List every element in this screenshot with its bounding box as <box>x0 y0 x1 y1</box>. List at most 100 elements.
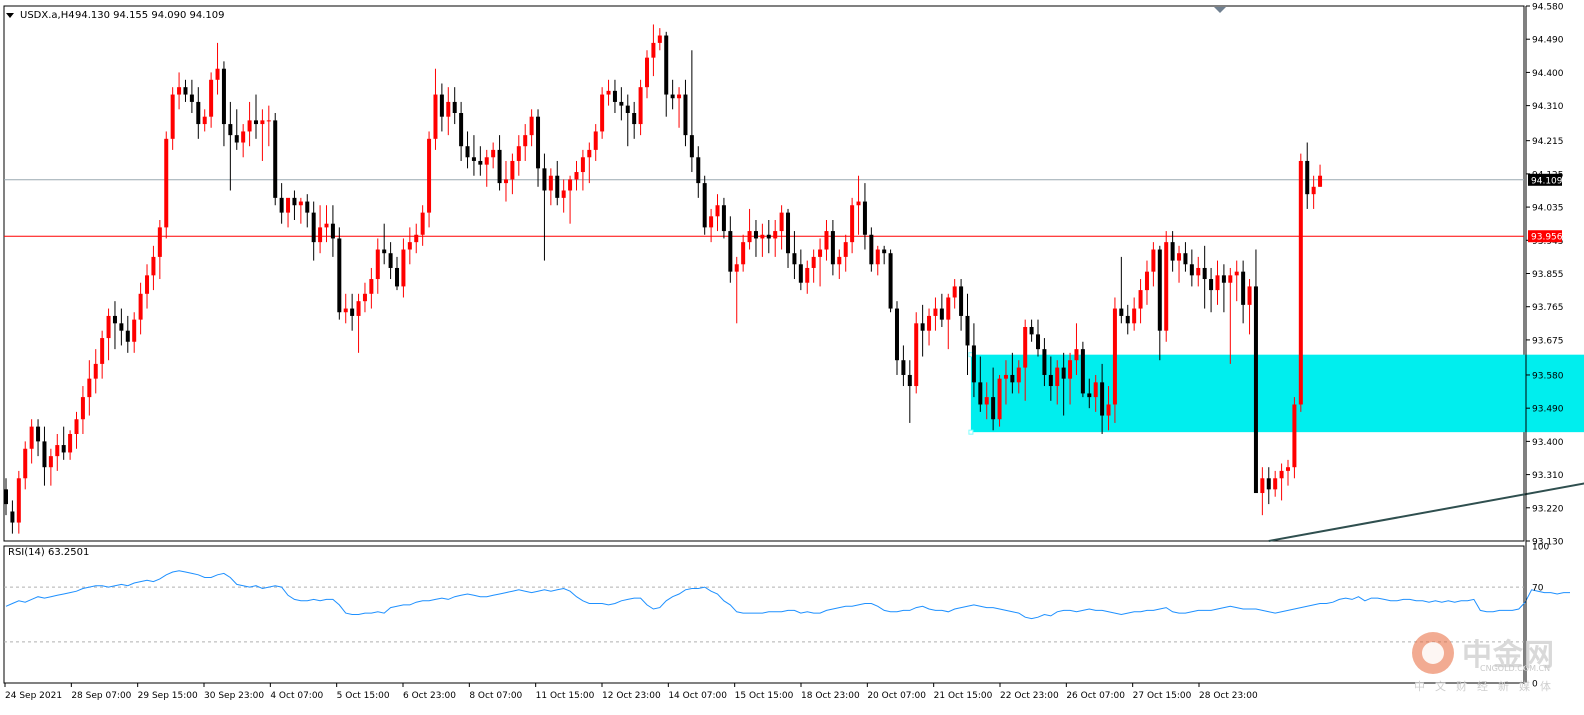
candle-body <box>1055 367 1060 387</box>
candle <box>388 242 393 280</box>
price-tick-label: 94.215 <box>1532 137 1564 147</box>
candle-body <box>856 201 861 206</box>
candlesticks <box>4 24 1323 534</box>
candle <box>350 293 355 331</box>
candle <box>811 249 816 283</box>
candle <box>446 87 451 136</box>
candle <box>273 113 278 206</box>
candle <box>23 441 28 490</box>
candle <box>356 293 361 353</box>
price-tick-label: 94.580 <box>1532 3 1564 13</box>
candle <box>427 131 432 228</box>
candle-body <box>324 223 329 228</box>
price-badge-label: 94.109 <box>1531 176 1563 186</box>
candle <box>555 160 560 206</box>
candle-body <box>1286 467 1290 471</box>
time-tick-label: 11 Oct 15:00 <box>536 691 595 701</box>
candle-body <box>760 234 765 239</box>
candle <box>869 227 874 272</box>
candle-body <box>177 87 182 95</box>
candle <box>4 478 8 516</box>
candle-body <box>978 382 983 405</box>
candle-body <box>1029 327 1034 335</box>
candle-body <box>984 397 989 405</box>
price-tick-label: 93.400 <box>1532 438 1564 448</box>
time-tick-label: 6 Oct 23:00 <box>403 691 456 701</box>
candle <box>664 31 669 117</box>
candle-body <box>395 267 400 287</box>
candle <box>670 79 675 110</box>
candle <box>1170 231 1175 272</box>
shift-marker-icon[interactable] <box>1214 7 1226 13</box>
candle-body <box>1068 360 1073 379</box>
candle <box>80 386 85 434</box>
candle <box>792 231 797 280</box>
candle <box>215 42 220 95</box>
candle-body <box>959 286 964 316</box>
candle <box>74 411 79 449</box>
candle <box>247 101 252 147</box>
candle-body <box>1138 290 1143 309</box>
candle-body <box>529 116 534 136</box>
candle-body <box>1266 478 1271 490</box>
time-tick-label: 20 Oct 07:00 <box>867 691 926 701</box>
candle <box>1260 467 1265 516</box>
candle <box>196 87 201 139</box>
candle <box>1151 242 1156 287</box>
chart-title: USDX.a,H4 <box>20 10 75 21</box>
candle <box>61 426 66 460</box>
candle <box>978 356 983 412</box>
candle-body <box>311 212 316 243</box>
candle-body <box>1151 249 1156 272</box>
candle-body <box>580 157 585 173</box>
candle-body <box>1196 267 1201 276</box>
candle <box>234 109 239 150</box>
price-tick-label: 93.855 <box>1532 270 1564 280</box>
candle-body <box>253 120 258 125</box>
candle <box>1106 386 1111 431</box>
candle <box>1241 260 1246 324</box>
candle-body <box>407 242 412 250</box>
candle-body <box>42 441 47 468</box>
main-chart-frame <box>3 5 1525 542</box>
candle-body <box>1100 382 1105 416</box>
candle-body <box>106 315 111 339</box>
demand-zone[interactable] <box>968 352 1584 435</box>
candle-body <box>1202 267 1207 280</box>
chart-menu-arrow-icon[interactable] <box>6 13 14 18</box>
candle-body <box>260 120 265 125</box>
candle <box>875 245 880 276</box>
candle <box>901 345 906 387</box>
candle <box>343 293 348 324</box>
candle-body <box>273 120 278 198</box>
candle-body <box>164 138 169 228</box>
candle-body <box>279 197 284 213</box>
candle-body <box>1241 271 1246 305</box>
demand-zone-rect <box>970 354 1584 433</box>
candle-body <box>196 101 201 125</box>
candle-body <box>1209 279 1214 291</box>
candle-body <box>715 205 720 217</box>
candle-body <box>298 201 303 206</box>
candle-body <box>459 113 464 147</box>
candle-body <box>48 456 53 468</box>
candle <box>1196 256 1201 287</box>
candle <box>728 216 733 283</box>
candle <box>638 79 643 136</box>
candle <box>786 208 791 268</box>
candle-body <box>221 68 226 125</box>
candle-body <box>1311 186 1316 195</box>
candle <box>1080 341 1085 398</box>
candle <box>1202 245 1207 309</box>
candle-body <box>388 253 393 268</box>
time-tick-label: 4 Oct 07:00 <box>270 691 323 701</box>
candle-body <box>824 231 829 250</box>
candle-body <box>702 183 707 228</box>
candle-body <box>439 94 444 117</box>
price-lines[interactable] <box>4 179 1524 237</box>
candle <box>151 245 156 291</box>
trendline[interactable] <box>1268 401 1584 542</box>
candle <box>10 500 15 534</box>
